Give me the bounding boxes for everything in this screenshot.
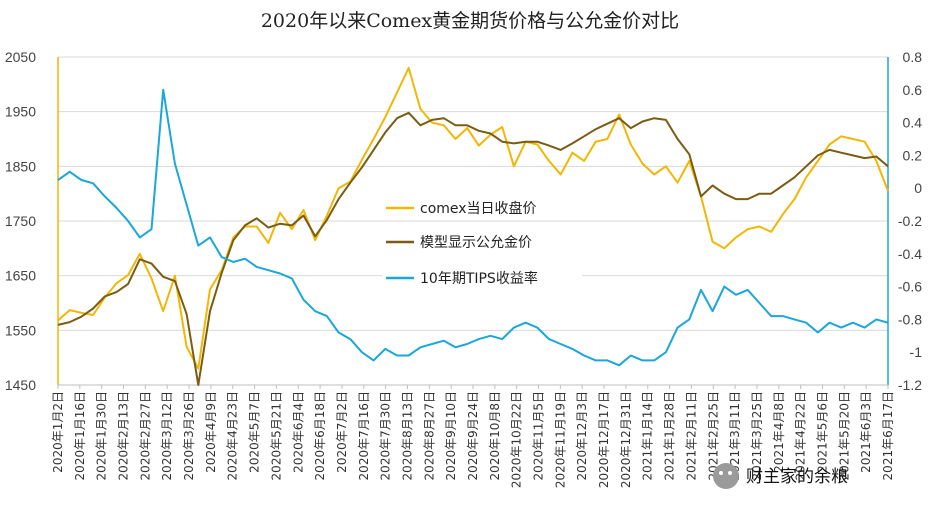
x-tick-label: 2020年4月9日 [204, 391, 218, 473]
x-tick-label: 2020年8月13日 [400, 391, 414, 480]
x-tick-label: 2020年4月23日 [226, 391, 240, 480]
x-tick-label: 2020年12月17日 [597, 391, 611, 488]
series-line-3 [57, 88, 889, 367]
wechat-icon-eye [728, 471, 732, 475]
x-tick-label: 2020年6月4日 [291, 391, 305, 473]
x-tick-label: 2021年5月20日 [837, 391, 851, 480]
x-tick-label: 2021年4月8日 [772, 391, 786, 473]
x-tick-label: 2020年6月18日 [313, 391, 327, 480]
y-right-tick-label: 0 [914, 180, 922, 196]
gridlines [58, 56, 888, 386]
y-right-tick-label: -0.6 [898, 279, 922, 295]
x-tick-label: 2020年2月13日 [117, 391, 131, 480]
wechat-icon [713, 463, 739, 489]
x-axis: 2020年1月2日 2020年1月16日 2020年1月30日 2020年2月13日 2… [51, 384, 895, 488]
y-right-tick-label: -0.8 [898, 311, 922, 327]
y-right-tick-label: -0.4 [898, 246, 922, 262]
x-tick-label: 2020年12月3日 [575, 391, 589, 480]
legend-label: 10年期TIPS收益率 [420, 270, 538, 287]
x-tick-label: 2021年1月14日 [641, 391, 655, 480]
x-tick-label: 2021年4月22日 [794, 391, 808, 480]
watermark: 财主家的余粮 [713, 463, 848, 489]
legend-bg [382, 232, 582, 254]
x-tick-label: 2020年1月16日 [73, 391, 87, 480]
x-tick-label: 2020年10月8日 [488, 391, 502, 480]
y-left-tick-label: 1650 [5, 268, 36, 284]
x-tick-label: 2020年1月2日 [51, 391, 65, 473]
y-left-tick-label: 1750 [5, 213, 36, 229]
x-tick-label: 2020年7月30日 [379, 391, 393, 480]
x-tick-label: 2021年3月11日 [728, 391, 742, 480]
y-left-tick-label: 1950 [5, 104, 36, 120]
x-tick-label: 2021年5月6日 [815, 391, 829, 473]
chart-title: 2020年以来Comex黄金期货价格与公允金价对比 [261, 10, 679, 32]
x-tick-label: 2020年10月22日 [510, 391, 524, 488]
x-tick-label: 2020年11月5日 [532, 391, 546, 480]
x-tick-label: 2021年6月17日 [881, 391, 895, 480]
x-tick-label: 2021年6月3日 [859, 391, 873, 473]
x-tick-label: 2021年2月25日 [706, 391, 720, 480]
y-left-tick-label: 2050 [5, 49, 36, 65]
x-tick-label: 2020年5月7日 [248, 391, 262, 473]
legend-bg [382, 198, 582, 220]
x-tick-label: 2020年7月16日 [357, 391, 371, 480]
y-right-tick-label: -1.2 [898, 377, 922, 393]
watermark-text: 财主家的余粮 [746, 467, 848, 487]
y-right-tick-label: 0.2 [903, 147, 923, 163]
x-tick-label: 2020年9月10日 [444, 391, 458, 480]
x-tick-label: 2021年2月11日 [684, 391, 698, 480]
y-right-tick-label: -0.2 [898, 213, 922, 229]
x-tick-label: 2020年7月2日 [335, 391, 349, 473]
x-tick-label: 2020年8月27日 [422, 391, 436, 480]
legend-bg [382, 268, 582, 290]
x-tick-label: 2020年9月24日 [466, 391, 480, 480]
series-line-2 [57, 111, 889, 386]
legend-label: 模型显示公允金价 [420, 235, 532, 251]
x-tick-label: 2020年2月27日 [138, 391, 152, 480]
x-tick-label: 2020年12月31日 [619, 391, 633, 488]
series-line-1 [57, 66, 889, 370]
series-lines [57, 66, 889, 386]
y-right-tick-label: -1 [910, 344, 923, 360]
x-tick-label: 2020年3月12日 [160, 391, 174, 480]
x-tick-label: 2020年11月19日 [553, 391, 567, 488]
legend-label: comex当日收盘价 [420, 200, 537, 217]
y-right-tick-label: 0.4 [903, 115, 923, 131]
y-left-tick-label: 1550 [5, 322, 36, 338]
x-tick-label: 2020年1月30日 [95, 391, 109, 480]
y-axis-right: -1.2 -1 -0.8 -0.6 -0.4 -0.2 0 0.2 0.4 0.6 0.8 [887, 49, 923, 393]
wechat-icon-eye [719, 471, 723, 475]
y-left-tick-label: 1850 [5, 158, 36, 174]
y-right-tick-label: 0.6 [903, 82, 923, 98]
x-tick-label: 2020年3月26日 [182, 391, 196, 480]
y-left-tick-label: 1450 [5, 377, 36, 393]
x-tick-label: 2021年1月28日 [663, 391, 677, 480]
y-right-tick-label: 0.8 [903, 49, 923, 65]
x-tick-label: 2021年3月25日 [750, 391, 764, 480]
x-tick-label: 2020年5月21日 [269, 391, 283, 480]
y-axis-left: 1450 1550 1650 1750 1850 1950 2050 [5, 49, 59, 393]
